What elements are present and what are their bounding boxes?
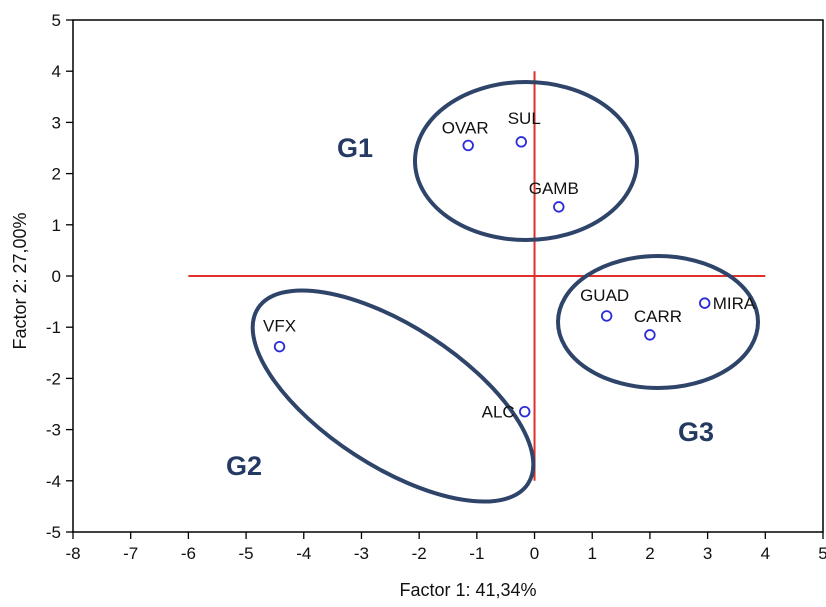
group-ellipse-g3 [556,254,760,390]
x-tick-label: -7 [123,544,138,563]
data-points: OVAR SUL GAMB VFX ALC GUAD CARR MIRA [263,109,756,422]
point-label-gamb: GAMB [529,179,579,198]
point-label-mira: MIRA [713,294,756,313]
y-tick-label: -5 [46,523,61,542]
point-label-sul: SUL [508,109,541,128]
data-point-gamb [553,201,565,213]
group-ellipse-g2 [250,288,536,504]
x-axis-label: Factor 1: 41,34% [399,580,536,600]
y-tick-label: -4 [46,472,61,491]
reference-lines [188,71,766,481]
data-point-vfx [273,340,286,353]
y-axis-label: Factor 2: 27,00% [10,212,30,349]
group-ellipse-g1 [413,80,639,242]
x-tick-label: 5 [818,544,826,563]
x-tick-label: 2 [645,544,654,563]
group-label-g3: G3 [678,417,714,447]
y-axis: -5 -4 -3 -2 -1 0 1 2 3 4 5 [46,11,73,542]
point-label-alc: ALC [482,403,515,422]
x-tick-label: -8 [65,544,80,563]
group-label-g2: G2 [226,451,262,481]
data-point-sul [515,136,527,148]
x-axis: -8 -7 -6 -5 -4 -3 -2 -1 0 1 2 3 4 5 [65,532,826,563]
y-tick-label: 5 [52,11,61,30]
data-point-alc [519,405,531,418]
y-tick-label: 0 [52,267,61,286]
y-tick-label: 4 [52,62,61,81]
data-point-mira [699,297,711,309]
point-label-ovar: OVAR [442,118,489,137]
x-tick-label: 4 [761,544,770,563]
x-tick-label: -3 [354,544,369,563]
y-tick-label: -3 [46,421,61,440]
x-tick-label: -5 [239,544,254,563]
y-tick-label: -1 [46,318,61,337]
point-label-carr: CARR [634,307,682,326]
y-tick-label: 1 [52,216,61,235]
y-tick-label: 2 [52,165,61,184]
point-label-guad: GUAD [580,286,629,305]
data-point-guad [600,310,613,322]
group-label-g1: G1 [337,133,373,163]
x-tick-label: -2 [412,544,427,563]
y-tick-label: 3 [52,113,61,132]
point-label-vfx: VFX [263,317,296,336]
data-point-carr [644,329,656,341]
group-labels: G1 G2 G3 [226,133,714,481]
x-tick-label: 0 [530,544,539,563]
x-tick-label: -1 [469,544,484,563]
y-tick-label: -2 [46,369,61,388]
group-ellipses [250,80,760,504]
x-tick-label: -4 [296,544,311,563]
x-tick-label: 3 [703,544,712,563]
x-tick-label: -6 [181,544,196,563]
x-tick-label: 1 [587,544,596,563]
data-point-ovar [462,139,474,152]
